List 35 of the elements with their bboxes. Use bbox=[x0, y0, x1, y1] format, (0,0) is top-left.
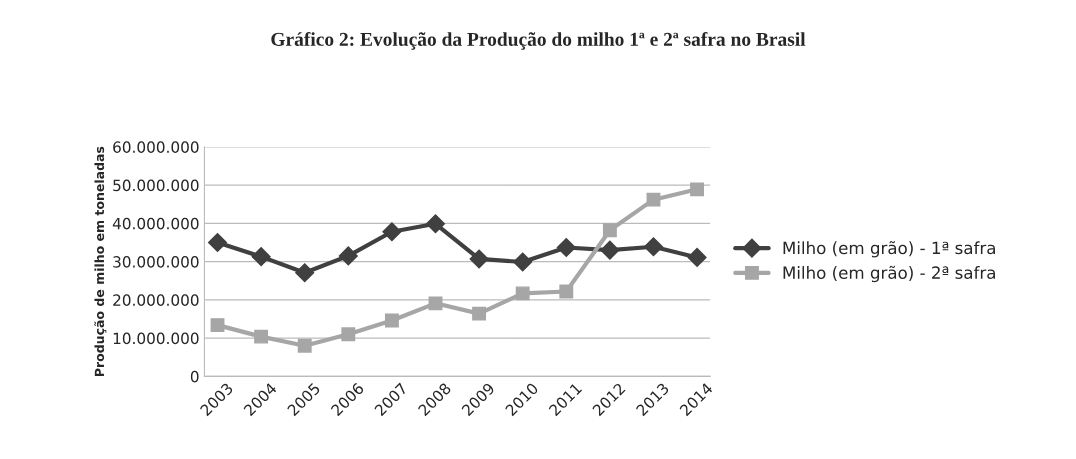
point bbox=[556, 237, 576, 258]
point bbox=[602, 223, 617, 238]
point bbox=[338, 246, 358, 266]
y-tick-label: 0 bbox=[190, 370, 199, 383]
y-tick-label: 50.000.000 bbox=[113, 179, 199, 192]
point bbox=[559, 284, 574, 299]
point bbox=[428, 296, 443, 311]
y-tick-label: 30.000.000 bbox=[113, 256, 199, 268]
point bbox=[295, 263, 315, 283]
point bbox=[687, 247, 707, 267]
point bbox=[341, 327, 356, 342]
y-tick-label: 20.000.000 bbox=[113, 294, 199, 306]
y-tick-label: 60.000.000 bbox=[113, 141, 199, 153]
point bbox=[210, 318, 225, 333]
point bbox=[513, 252, 533, 272]
point bbox=[251, 247, 271, 267]
point bbox=[254, 329, 269, 344]
y-tick-label: 10.000.000 bbox=[113, 332, 199, 345]
y-axis-title: Produção de milho em toneladas bbox=[94, 146, 107, 377]
point bbox=[384, 313, 399, 328]
point bbox=[382, 222, 402, 242]
point bbox=[425, 214, 446, 234]
point bbox=[600, 240, 620, 260]
point bbox=[515, 286, 530, 301]
point bbox=[297, 338, 312, 353]
legend-label: Milho (em grão) - 1ª safra bbox=[783, 241, 995, 258]
point bbox=[646, 192, 661, 207]
point bbox=[472, 306, 487, 321]
legend-label: Milho (em grão) - 2ª safra bbox=[783, 265, 995, 283]
point bbox=[643, 237, 664, 257]
point bbox=[469, 249, 489, 269]
chart-title: Gráfico 2: Evolução da Produção do milho 1ª e 2ª safra no Brasil bbox=[271, 32, 806, 50]
point bbox=[207, 232, 228, 253]
point bbox=[690, 182, 705, 197]
y-tick-label: 40.000.000 bbox=[112, 217, 199, 230]
